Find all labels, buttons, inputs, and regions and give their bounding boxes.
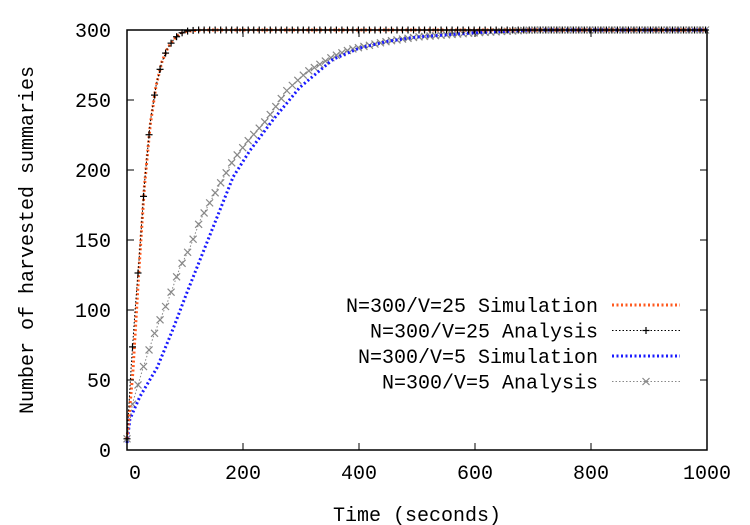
cross-marker (315, 60, 324, 69)
cross-marker (178, 259, 187, 268)
series-line (126, 29, 707, 439)
cross-marker (205, 198, 214, 207)
y-tick-label: 300 (75, 21, 111, 44)
y-tick-label: 0 (99, 441, 111, 464)
plus-marker (184, 27, 192, 35)
axis-ticks: 0 200 400 600 800 1000 0 50 100 150 200 250 300 (75, 21, 731, 486)
plus-marker (642, 327, 650, 334)
plus-marker (162, 49, 170, 57)
plus-marker (173, 33, 181, 41)
series-line (125, 28, 707, 444)
cross-marker (172, 272, 181, 281)
cross-marker (161, 302, 170, 311)
y-tick-label: 50 (87, 371, 111, 394)
legend-label: N=300/V=5 Analysis (382, 373, 598, 396)
legend-label: N=300/V=25 Simulation (346, 296, 598, 319)
x-tick-label: 800 (573, 463, 609, 486)
x-tick-label: 600 (457, 463, 493, 486)
legend: N=300/V=25 Simulation N=300/V=25 Analysis… (346, 296, 680, 396)
cross-marker (271, 102, 280, 111)
plus-marker (129, 343, 137, 351)
x-tick-label: 1000 (683, 463, 731, 486)
cross-marker (332, 51, 341, 60)
x-tick-label: 200 (225, 463, 261, 486)
cross-marker (194, 220, 203, 229)
series-2 (125, 28, 707, 444)
cross-marker (167, 288, 176, 297)
cross-marker (299, 71, 308, 80)
cross-marker (260, 117, 269, 126)
y-tick-label: 250 (75, 91, 111, 114)
plus-marker (151, 91, 159, 99)
cross-marker (189, 235, 198, 244)
cross-marker (222, 168, 231, 177)
y-axis-label: Number of harvested summaries (17, 66, 40, 414)
y-tick-label: 200 (75, 161, 111, 184)
cross-marker (642, 377, 650, 386)
cross-marker (249, 130, 258, 139)
cross-marker (139, 362, 148, 371)
plus-marker (167, 39, 175, 47)
cross-marker (266, 110, 275, 119)
cross-marker (321, 57, 330, 65)
cross-marker (145, 345, 153, 354)
cross-marker (216, 178, 225, 187)
cross-marker (227, 158, 236, 167)
cross-marker (233, 150, 242, 159)
x-axis-label: Time (seconds) (333, 505, 501, 525)
legend-label: N=300/V=5 Simulation (358, 347, 598, 370)
plus-marker (134, 269, 142, 277)
y-tick-label: 100 (75, 301, 111, 324)
cross-marker (134, 380, 142, 389)
cross-marker (304, 66, 313, 75)
plus-marker (156, 65, 164, 73)
cross-marker (310, 63, 319, 72)
x-tick-label: 400 (341, 463, 377, 486)
cross-marker (238, 143, 247, 152)
series-layer (123, 26, 710, 444)
y-tick-label: 150 (75, 231, 111, 254)
plus-marker (140, 192, 148, 200)
cross-marker (244, 136, 253, 145)
cross-marker (150, 329, 159, 338)
plus-marker (145, 131, 153, 139)
cross-marker (255, 124, 264, 133)
cross-marker (211, 188, 220, 197)
x-tick-label: 0 (129, 463, 141, 486)
cross-marker (277, 94, 286, 103)
cross-marker (200, 209, 209, 217)
legend-label: N=300/V=25 Analysis (370, 322, 598, 345)
cross-marker (183, 248, 192, 257)
cross-marker (156, 315, 164, 324)
